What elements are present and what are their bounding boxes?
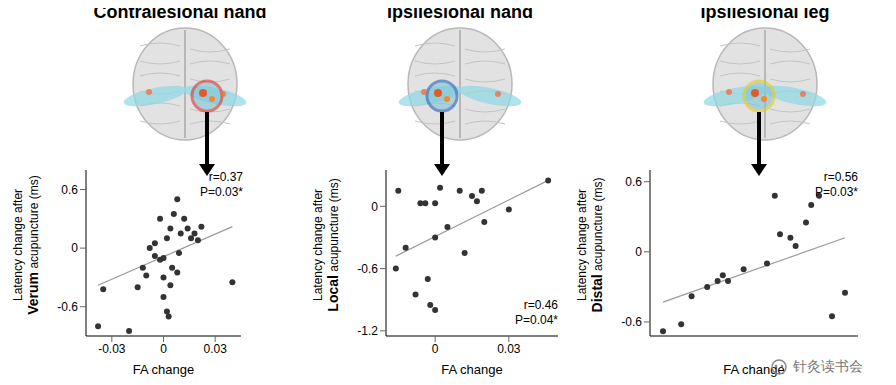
html-text:r=0.56: r=0.56 xyxy=(823,170,858,184)
svg-text:Verum acupuncture (ms): Verum acupuncture (ms) xyxy=(25,175,41,315)
svg-text:0: 0 xyxy=(635,245,642,259)
html-text:FA change: FA change xyxy=(723,362,785,377)
svg-text:-1.2: -1.2 xyxy=(357,324,378,338)
svg-text:0: 0 xyxy=(71,241,78,255)
svg-text:Latency change after: Latency change after xyxy=(575,189,589,301)
svg-text:-0.6: -0.6 xyxy=(57,300,78,314)
svg-text:0: 0 xyxy=(371,200,378,214)
svg-text:-0.6: -0.6 xyxy=(621,315,642,329)
html-text:r=0.46: r=0.46 xyxy=(523,298,558,312)
svg-text:0.03: 0.03 xyxy=(203,342,227,356)
html-text:P=0.03*: P=0.03* xyxy=(815,185,858,199)
svg-text:0: 0 xyxy=(160,342,167,356)
svg-text:Latency change after: Latency change after xyxy=(311,189,325,301)
svg-text:0: 0 xyxy=(432,342,439,356)
svg-text:0.6: 0.6 xyxy=(625,175,642,189)
html-text:r=0.37: r=0.37 xyxy=(208,170,243,184)
svg-text:-0.03: -0.03 xyxy=(98,342,126,356)
html-text:Contralesional hand: Contralesional hand xyxy=(93,2,267,22)
html-text:针灸读书会: 针灸读书会 xyxy=(793,358,863,374)
html-text:P=0.04*: P=0.04* xyxy=(515,313,558,327)
html-text:FA change: FA change xyxy=(132,362,195,377)
html-text:Ipsilesional hand: Ipsilesional hand xyxy=(387,2,533,22)
html-text:P=0.03*: P=0.03* xyxy=(200,185,243,199)
html-text:Ipsilesional leg: Ipsilesional leg xyxy=(700,2,830,22)
svg-text:0.6: 0.6 xyxy=(61,183,78,197)
html-text:FA change: FA change xyxy=(441,362,503,377)
svg-text:-0.6: -0.6 xyxy=(357,262,378,276)
svg-text:0.03: 0.03 xyxy=(497,342,521,356)
svg-text:Latency change after: Latency change after xyxy=(11,189,25,301)
svg-text:Local acupuncture (ms): Local acupuncture (ms) xyxy=(325,178,341,311)
svg-text:Distal acupuncture (ms): Distal acupuncture (ms) xyxy=(589,178,605,313)
